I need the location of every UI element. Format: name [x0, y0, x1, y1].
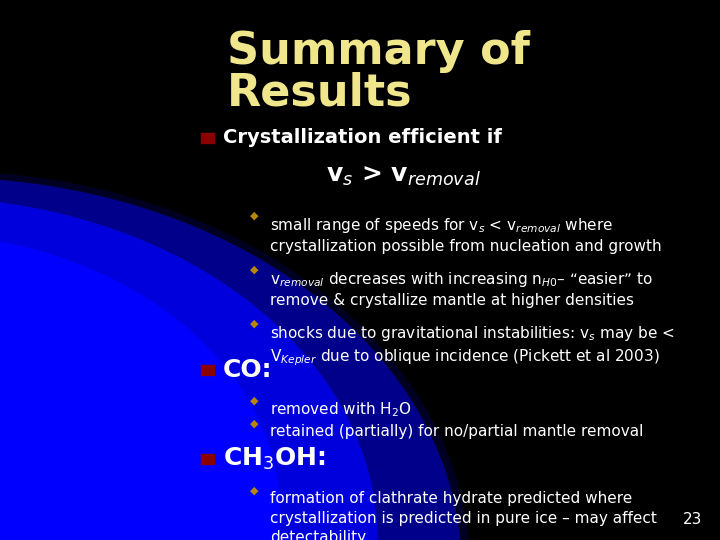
Text: ◆: ◆: [250, 395, 258, 406]
Circle shape: [0, 178, 461, 540]
Circle shape: [0, 172, 469, 540]
Text: ◆: ◆: [250, 211, 258, 221]
Bar: [201, 133, 214, 143]
Text: ◆: ◆: [250, 265, 258, 275]
Text: formation of clathrate hydrate predicted where
crystallization is predicted in p: formation of clathrate hydrate predicted…: [270, 491, 657, 540]
Text: CO:: CO:: [223, 358, 273, 382]
Text: v$_{removal}$ decreases with increasing n$_{H0}$– “easier” to
remove & crystalli: v$_{removal}$ decreases with increasing …: [270, 270, 653, 308]
Text: small range of speeds for v$_s$ < v$_{removal}$ where
crystallization possible f: small range of speeds for v$_s$ < v$_{re…: [270, 216, 662, 254]
Text: ◆: ◆: [250, 418, 258, 429]
Text: ◆: ◆: [250, 486, 258, 496]
Text: v$_s$ > v$_{removal}$: v$_s$ > v$_{removal}$: [325, 164, 481, 187]
Text: shocks due to gravitational instabilities: v$_s$ may be <
V$_{Kepler}$ due to ob: shocks due to gravitational instabilitie…: [270, 324, 675, 368]
Circle shape: [0, 233, 279, 540]
Text: ◆: ◆: [250, 319, 258, 329]
Bar: [201, 454, 214, 464]
Text: removed with H$_2$O: removed with H$_2$O: [270, 401, 412, 420]
Text: Crystallization efficient if: Crystallization efficient if: [223, 128, 502, 147]
Text: 23: 23: [683, 511, 702, 526]
Text: Summary of
Results: Summary of Results: [227, 30, 530, 114]
Text: CH$_3$OH:: CH$_3$OH:: [223, 446, 326, 472]
Circle shape: [0, 198, 377, 540]
Bar: [201, 365, 214, 375]
Text: retained (partially) for no/partial mantle removal: retained (partially) for no/partial mant…: [270, 424, 644, 439]
